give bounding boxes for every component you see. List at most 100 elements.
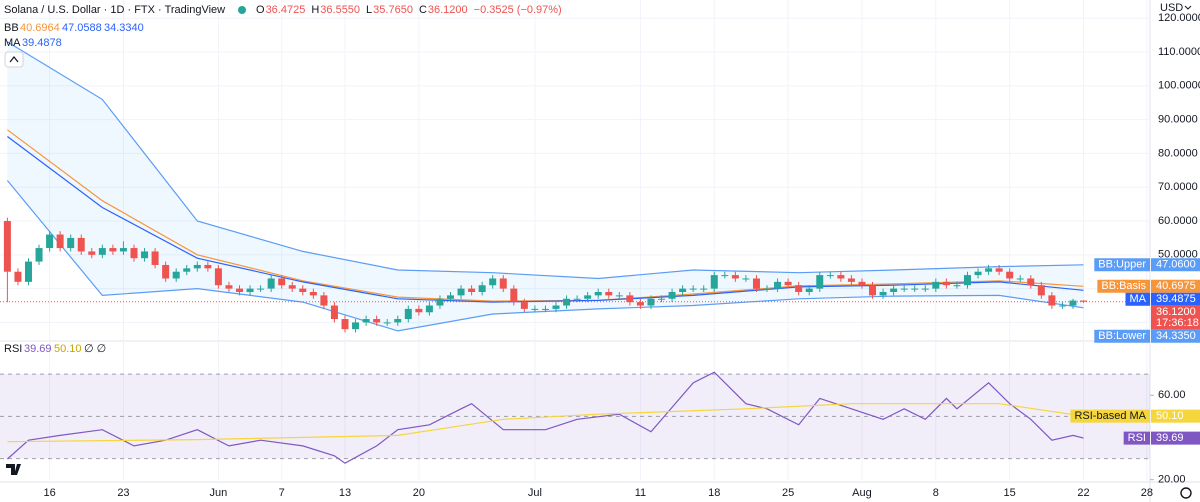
indicator-tag (1097, 279, 1150, 293)
candle-body (109, 248, 117, 252)
candle-body (141, 251, 149, 259)
candle-body (1069, 300, 1077, 306)
candle-body (235, 288, 243, 292)
candle-body (784, 281, 792, 286)
candle-body (520, 302, 528, 309)
candle-body (658, 298, 666, 300)
ohlc-value: 36.1200 (428, 4, 468, 16)
y-tick-label: 70.0000 (1158, 181, 1198, 193)
x-tick-label: 8 (933, 487, 939, 499)
candle-body (731, 275, 739, 279)
indicator-tag-name: BB:Lower (1098, 330, 1146, 342)
candle-body (890, 288, 898, 292)
y-tick-label: 80.0000 (1158, 147, 1198, 159)
ohlc-key: C (419, 4, 427, 16)
candle-body (1058, 305, 1066, 307)
candle-body (447, 295, 455, 299)
candle-body (1027, 278, 1035, 286)
candle-body (985, 268, 993, 272)
candle-body (309, 291, 317, 296)
candle-body (499, 278, 507, 289)
ohlc-value: 35.7650 (373, 4, 413, 16)
x-tick-label: 18 (708, 487, 720, 499)
candle-body (478, 285, 486, 292)
candle-body (869, 285, 877, 296)
x-tick-label: 16 (43, 487, 55, 499)
candle-body (415, 308, 423, 313)
ohlc-key: H (311, 4, 319, 16)
rsi-legend-value: 39.69 (24, 343, 52, 355)
candle-body (921, 288, 929, 290)
price-tag (1151, 409, 1200, 423)
rsi-legend-name: RSI (4, 343, 22, 355)
candle-body (425, 305, 433, 313)
indicator-tag-name: RSI (1128, 432, 1146, 444)
candle-body (88, 251, 96, 255)
y-tick-label: 90.0000 (1158, 114, 1198, 126)
candle-body (278, 278, 286, 286)
candle-body (383, 322, 391, 324)
candle-body (320, 295, 328, 306)
x-tick-label: 20 (413, 487, 425, 499)
candle-body (98, 248, 106, 255)
candle-body (257, 288, 265, 290)
candle-body (130, 248, 138, 259)
indicator-tag (1094, 258, 1150, 272)
candle-body (689, 288, 697, 290)
indicator-tag (1125, 292, 1150, 306)
candle-body (172, 271, 180, 279)
candle-body (605, 291, 613, 296)
y-tick-label: 60.0000 (1158, 215, 1198, 227)
rsi-ma-legend-value: 50.10 (54, 343, 82, 355)
price-tag-value: 34.3350 (1156, 330, 1196, 342)
candle-body (373, 319, 381, 323)
ohlc-value: 36.5550 (320, 4, 360, 16)
indicator-tag-name: MA (1130, 293, 1147, 305)
candle-body (584, 295, 592, 299)
candle-body (246, 288, 254, 292)
candle-body (700, 288, 708, 290)
candle-body (552, 305, 560, 309)
symbol-title: Solana / U.S. Dollar · 1D · FTX · Tradin… (4, 4, 225, 16)
candle-body (288, 285, 296, 289)
candle-body (436, 298, 444, 306)
settings-icon[interactable] (1180, 487, 1192, 499)
x-tick-label: 28 (1141, 487, 1153, 499)
ohlc-key: O (256, 4, 265, 16)
candle-body (721, 275, 729, 277)
currency-label[interactable]: USD (1160, 2, 1183, 14)
candle-body (510, 288, 518, 303)
candle-body (626, 295, 634, 303)
candle-body (225, 285, 233, 289)
price-tag-value: 39.69 (1156, 432, 1184, 444)
candle-body (615, 295, 623, 297)
indicator-line (7, 403, 1084, 443)
x-tick-label: 7 (279, 487, 285, 499)
candle-body (341, 319, 349, 330)
candle-body (183, 268, 191, 272)
ohlc-key: L (366, 4, 372, 16)
candle-body (858, 281, 866, 286)
candle-body (457, 288, 465, 296)
candle-body (774, 281, 782, 289)
price-tag (1151, 258, 1200, 272)
price-tag-value: 47.0600 (1156, 259, 1196, 271)
candle-body (647, 298, 655, 306)
x-tick-label: 15 (1004, 487, 1016, 499)
x-tick-label: Jul (528, 487, 542, 499)
y-tick-label: 20.00 (1158, 474, 1186, 486)
y-tick-label: 50.0000 (1158, 249, 1198, 261)
bb-legend-basis: 40.6964 (20, 22, 60, 34)
bb-legend-lower: 34.3340 (104, 22, 144, 34)
candle-body (710, 275, 718, 289)
candle-body (826, 275, 834, 277)
candle-body (468, 288, 476, 292)
candle-body (942, 281, 950, 286)
indicator-tag-name: RSI-based MA (1074, 410, 1146, 422)
collapse-button[interactable] (4, 51, 24, 68)
x-tick-label: 11 (635, 487, 646, 499)
candle-body (742, 278, 750, 280)
candle-body (489, 278, 497, 286)
